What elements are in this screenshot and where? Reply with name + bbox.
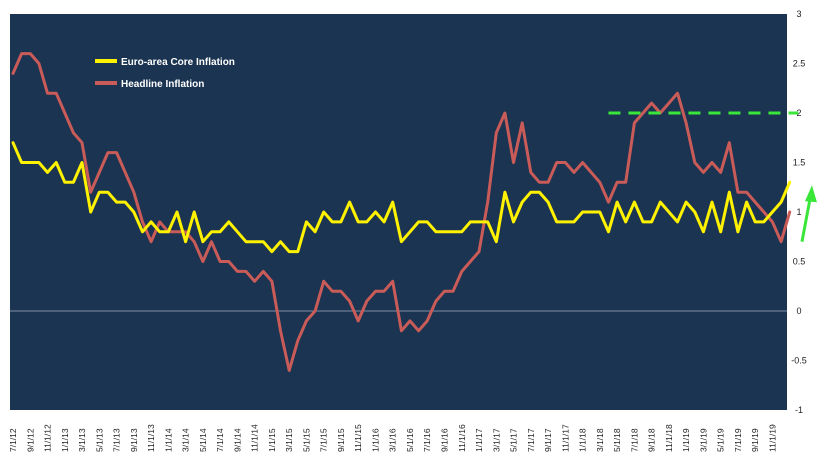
x-tick-label: 7/1/13 xyxy=(112,428,122,452)
y-tick-label: 0 xyxy=(796,306,801,316)
x-tick-label: 7/1/16 xyxy=(422,428,432,452)
y-tick-label: 2.5 xyxy=(793,59,806,69)
x-tick-label: 11/1/13 xyxy=(146,424,156,452)
x-tick-label: 7/1/18 xyxy=(629,428,639,452)
y-tick-label: -1 xyxy=(795,405,803,415)
x-tick-label: 1/1/13 xyxy=(60,428,70,452)
x-tick-label: 1/1/15 xyxy=(267,428,277,452)
core-inflation-line xyxy=(11,141,792,254)
x-tick-label: 1/1/14 xyxy=(163,428,173,452)
x-tick-label: 3/1/18 xyxy=(595,428,605,452)
x-tick-label: 5/1/13 xyxy=(94,428,104,452)
y-tick-label: 1.5 xyxy=(793,158,806,168)
x-tick-label: 1/1/19 xyxy=(681,428,691,452)
arrow-head xyxy=(804,185,817,203)
x-tick-label: 9/1/15 xyxy=(336,428,346,452)
y-tick-label: -0.5 xyxy=(791,356,807,366)
x-tick-label: 11/1/14 xyxy=(250,424,260,452)
x-tick-label: 11/1/18 xyxy=(664,424,674,452)
x-tick-label: 11/1/16 xyxy=(457,424,467,452)
y-tick-label: 1 xyxy=(796,207,801,217)
x-tick-label: 9/1/18 xyxy=(647,428,657,452)
x-tick-label: 1/1/16 xyxy=(370,428,380,452)
y-tick-label: 3 xyxy=(796,9,801,19)
x-tick-label: 5/1/16 xyxy=(405,428,415,452)
x-tick-label: 5/1/15 xyxy=(301,428,311,452)
x-tick-label: 3/1/13 xyxy=(77,428,87,452)
x-tick-label: 5/1/18 xyxy=(612,428,622,452)
x-tick-label: 9/1/17 xyxy=(543,428,553,452)
x-tick-label: 1/1/17 xyxy=(474,428,484,452)
x-tick-label: 5/1/19 xyxy=(716,428,726,452)
x-tick-label: 7/1/17 xyxy=(526,428,536,452)
x-tick-label: 11/1/19 xyxy=(767,424,777,452)
x-tick-label: 9/1/16 xyxy=(440,428,450,452)
legend-label: Euro-area Core Inflation xyxy=(121,57,235,68)
x-tick-label: 3/1/17 xyxy=(491,428,501,452)
x-tick-label: 7/1/14 xyxy=(215,428,225,452)
x-tick-label: 5/1/14 xyxy=(198,428,208,452)
x-tick-label: 7/1/19 xyxy=(733,428,743,452)
x-tick-label: 9/1/12 xyxy=(25,428,35,452)
x-tick-label: 11/1/17 xyxy=(560,424,570,452)
x-tick-label: 7/1/12 xyxy=(8,428,18,452)
legend-label: Headline Inflation xyxy=(121,79,204,90)
x-tick-label: 9/1/13 xyxy=(129,428,139,452)
x-tick-label: 7/1/15 xyxy=(319,428,329,452)
legend: Euro-area Core Inflation Headline Inflati… xyxy=(95,57,235,90)
y-tick-label: 0.5 xyxy=(793,257,806,267)
arrow-shaft xyxy=(800,198,812,242)
x-tick-label: 5/1/17 xyxy=(509,428,519,452)
x-tick-label: 3/1/19 xyxy=(698,428,708,452)
x-tick-label: 3/1/16 xyxy=(388,428,398,452)
x-tick-label: 11/1/12 xyxy=(43,424,53,452)
y-tick-label: 2 xyxy=(796,108,801,118)
x-tick-label: 1/1/18 xyxy=(578,428,588,452)
x-tick-label: 3/1/14 xyxy=(181,428,191,452)
x-tick-label: 9/1/19 xyxy=(750,428,760,452)
x-tick-label: 3/1/15 xyxy=(284,428,294,452)
x-tick-label: 9/1/14 xyxy=(232,428,242,452)
x-tick-label: 11/1/15 xyxy=(353,424,363,452)
up-arrow-icon xyxy=(800,185,817,242)
